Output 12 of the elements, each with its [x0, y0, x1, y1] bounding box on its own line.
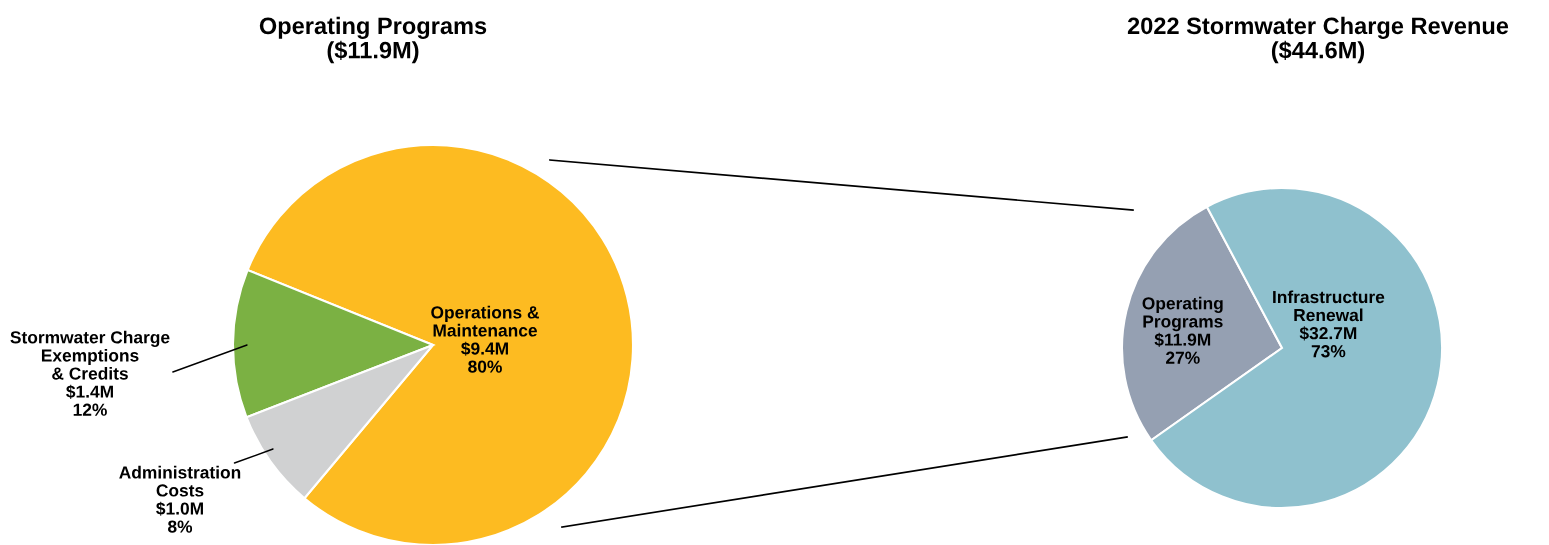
slice-label: Operating Programs: [1142, 296, 1223, 332]
data-label: $32.7M 73%: [1299, 326, 1357, 358]
data-label: $9.4M 80%: [461, 341, 508, 373]
slice-label: Operations & Maintenance: [431, 305, 539, 337]
slice-label: Infrastructure Renewal: [1273, 290, 1385, 322]
data-label: $11.9M 27%: [1154, 332, 1211, 364]
slice-label: Administration Costs: [119, 465, 241, 497]
chart-title: 2022 Stormwater Charge Revenue ($44.6M): [1127, 16, 1509, 64]
slice-label: Stormwater Charge Exemptions & Credits: [10, 330, 170, 380]
chart-title: Operating Programs ($11.9M): [259, 16, 487, 64]
data-label: $1.4M 12%: [66, 384, 113, 416]
data-label: $1.0M 8%: [156, 501, 203, 533]
